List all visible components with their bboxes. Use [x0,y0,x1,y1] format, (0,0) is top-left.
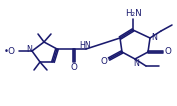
Text: •O: •O [4,47,16,56]
Text: N: N [151,33,157,42]
Text: HN: HN [79,40,91,50]
Text: N: N [26,45,32,54]
Text: H₂N: H₂N [125,10,141,19]
Text: O: O [101,56,107,66]
Text: O: O [71,63,78,72]
Text: N: N [133,59,139,68]
Text: O: O [165,47,172,56]
